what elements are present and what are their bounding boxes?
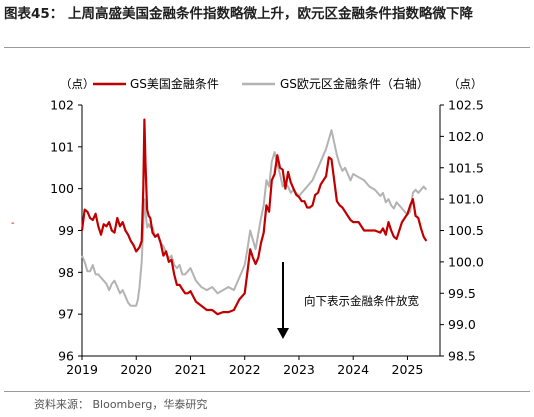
left-tick-label: 98 [58,265,74,280]
legend-label-eurozone: GS欧元区金融条件（右轴） [280,76,429,91]
x-tick-label: 2021 [175,362,207,377]
x-tick-label: 2023 [283,362,315,377]
right-tick-label: 102.5 [448,98,484,113]
right-tick-label: 101.5 [448,160,484,175]
source-note: 资料来源： Bloomberg，华泰研究 [34,398,208,411]
axes: 96 97 98 99 100 101 102 98.5 99.0 99.5 100.0 100.5 1… [50,77,484,377]
x-tick-label: 2025 [392,362,424,377]
right-tick-label: 101.0 [448,192,484,207]
left-tick-label: 101 [50,139,74,154]
left-unit-label: （点） [60,77,95,91]
x-tick-label: 2024 [337,362,369,377]
left-tick-label: 100 [50,181,74,196]
series-line-eurozone [81,129,428,307]
x-tick-label: 2019 [66,362,98,377]
title-divider [4,47,530,48]
annotation: 向下表示金融条件放宽 [277,262,419,339]
x-tick-label: 2020 [120,362,152,377]
right-tick-label: 98.5 [448,349,476,364]
legend: GS美国金融条件 GS欧元区金融条件（右轴） [93,76,429,91]
annotation-text: 向下表示金融条件放宽 [304,294,419,308]
chart-title: 图表45： 上周高盛美国金融条件指数略微上升，欧元区金融条件指数略微下降 [4,6,473,22]
series-lines [80,118,428,316]
right-tick-label: 99.5 [448,286,476,301]
footer-divider [4,391,530,392]
right-tick-label: 100.0 [448,254,484,269]
legend-label-us: GS美国金融条件 [130,76,219,91]
left-tick-label: 102 [50,98,74,113]
right-tick-label: 102.0 [448,129,484,144]
left-tick-label: 97 [58,307,74,322]
right-tick-label: 100.5 [448,223,484,238]
right-unit-label: （点） [448,77,483,91]
stray-mark: - [11,218,15,229]
down-arrow-head [277,328,289,339]
x-tick-label: 2022 [229,362,261,377]
right-tick-label: 99.0 [448,317,476,332]
series-line-us [80,118,428,316]
left-tick-label: 96 [58,349,74,364]
left-tick-label: 99 [58,223,74,238]
